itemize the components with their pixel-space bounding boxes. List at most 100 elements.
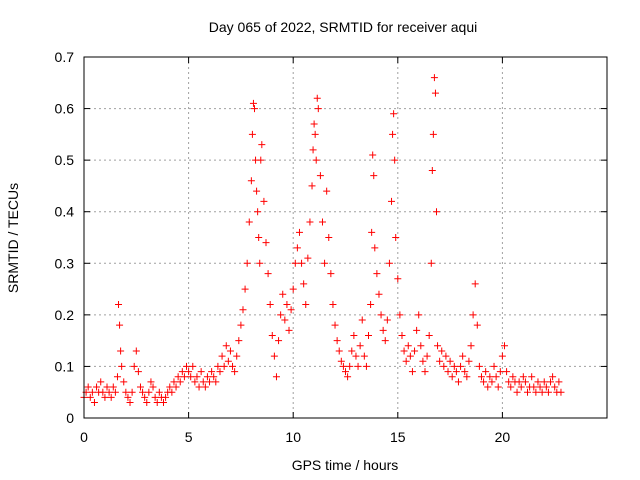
x-axis-label: GPS time / hours — [292, 457, 399, 473]
data-point — [214, 362, 222, 370]
data-point — [162, 393, 170, 401]
data-point — [350, 331, 358, 339]
data-point — [291, 259, 299, 267]
y-tick-label: 0.4 — [55, 204, 75, 220]
data-point — [258, 141, 266, 149]
data-point — [266, 301, 274, 309]
data-point — [333, 337, 341, 345]
data-point — [103, 383, 111, 391]
data-point — [442, 352, 450, 360]
data-point — [325, 234, 333, 241]
data-point — [354, 362, 362, 370]
data-point — [367, 301, 375, 309]
data-point — [122, 388, 130, 396]
data-point — [314, 105, 322, 113]
data-point — [201, 383, 209, 391]
data-point — [400, 347, 408, 355]
data-point — [532, 388, 540, 396]
data-point — [540, 378, 548, 386]
data-point — [482, 368, 490, 376]
data-point — [124, 393, 132, 401]
data-point — [275, 337, 283, 345]
data-point — [170, 378, 178, 386]
data-point — [126, 399, 134, 407]
data-point — [239, 306, 247, 314]
data-point — [256, 259, 264, 267]
data-point — [500, 342, 508, 350]
data-point — [149, 383, 157, 391]
data-point — [197, 368, 205, 376]
data-point — [84, 383, 92, 391]
data-point — [446, 357, 454, 365]
data-point — [279, 290, 287, 298]
data-point — [218, 352, 226, 360]
data-point — [302, 301, 310, 309]
data-point — [300, 280, 308, 288]
data-point — [262, 239, 270, 247]
data-point — [385, 259, 393, 267]
data-point — [321, 259, 329, 267]
x-tick-label: 15 — [390, 429, 406, 445]
data-point — [473, 321, 481, 329]
data-point — [524, 388, 532, 396]
data-point — [243, 259, 251, 267]
data-point — [379, 326, 387, 334]
data-point — [528, 373, 536, 381]
data-point — [521, 378, 529, 386]
data-point — [555, 378, 563, 386]
data-point — [172, 383, 180, 391]
data-point — [105, 388, 113, 396]
data-point — [253, 187, 261, 195]
grid-lines — [84, 57, 607, 418]
data-point — [318, 218, 326, 226]
data-point — [331, 321, 339, 329]
data-point — [117, 347, 125, 355]
data-point — [155, 388, 163, 396]
data-point — [174, 373, 182, 381]
data-point — [255, 234, 263, 241]
data-point — [356, 342, 364, 350]
plot-frame — [83, 56, 608, 419]
x-tick-label: 10 — [285, 429, 301, 445]
data-point — [109, 383, 117, 391]
data-point — [398, 331, 406, 339]
data-point — [388, 197, 396, 205]
data-point — [425, 331, 433, 339]
data-point — [310, 120, 318, 128]
data-point — [377, 311, 385, 319]
data-point — [283, 301, 291, 309]
data-point — [231, 368, 239, 376]
data-point — [293, 244, 301, 252]
y-tick-label: 0.7 — [55, 49, 75, 65]
data-point — [111, 388, 119, 396]
data-point — [101, 393, 109, 401]
data-point — [226, 347, 234, 355]
data-point — [216, 368, 224, 376]
data-point — [222, 342, 230, 350]
data-point — [113, 373, 121, 381]
chart-title: Day 065 of 2022, SRMTID for receiver aqu… — [209, 19, 477, 35]
data-point — [176, 378, 184, 386]
data-point — [406, 352, 414, 360]
data-point — [247, 177, 255, 185]
data-point — [139, 388, 147, 396]
data-point — [486, 373, 494, 381]
data-point — [517, 383, 525, 391]
data-point — [551, 383, 559, 391]
data-point — [542, 383, 550, 391]
data-point — [431, 89, 439, 97]
data-point — [224, 357, 232, 365]
data-point — [440, 362, 448, 370]
data-point — [413, 326, 421, 334]
data-point — [180, 373, 188, 381]
data-point — [492, 373, 500, 381]
data-point — [187, 373, 195, 381]
data-point — [509, 373, 517, 381]
data-point — [185, 368, 193, 376]
data-point — [342, 368, 349, 376]
data-point — [433, 208, 441, 216]
data-point — [371, 244, 379, 252]
data-point — [308, 182, 316, 190]
data-point — [107, 393, 115, 401]
data-point — [86, 393, 94, 401]
